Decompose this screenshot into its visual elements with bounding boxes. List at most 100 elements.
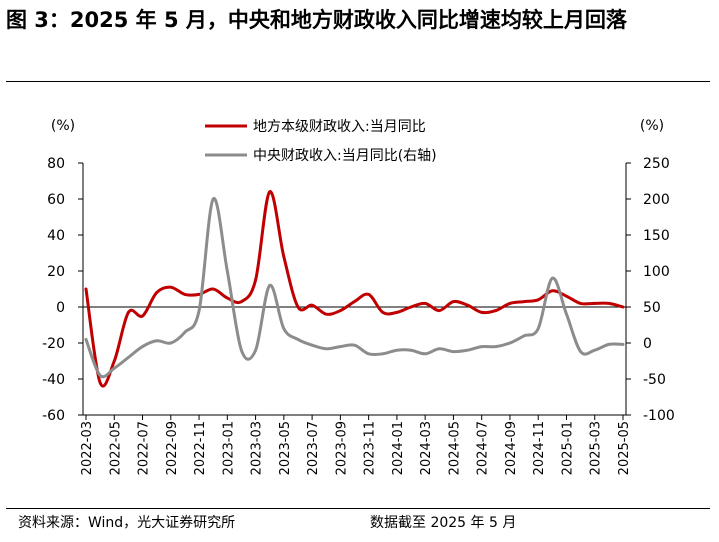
x-tick-label: 2024-07 [476, 421, 491, 475]
central-revenue-point [466, 348, 469, 352]
local-revenue-point [607, 302, 611, 305]
local-revenue-point [141, 314, 144, 318]
local-revenue-point [621, 305, 625, 309]
local-revenue-point [480, 311, 484, 314]
x-tick-label: 2022-05 [108, 421, 123, 475]
x-tick-label: 2025-05 [617, 421, 632, 475]
right-tick-label: 100 [643, 264, 670, 280]
central-revenue-point [310, 343, 314, 347]
central-revenue-point [452, 350, 455, 353]
local-revenue-point [423, 302, 427, 305]
local-revenue-point [254, 278, 257, 282]
central-revenue-point [395, 348, 399, 352]
x-tick-label: 2022-09 [165, 421, 180, 475]
local-revenue-point [155, 291, 158, 294]
left-axis-unit: (%) [51, 118, 75, 134]
left-tick-label: 60 [47, 192, 65, 208]
x-tick-label: 2025-01 [560, 421, 575, 475]
central-revenue-point [282, 327, 286, 330]
central-revenue-point [254, 348, 257, 352]
right-tick-label: -50 [643, 372, 666, 388]
local-revenue-point [579, 302, 582, 305]
local-revenue-point [84, 287, 88, 291]
local-revenue-point [282, 255, 286, 258]
central-revenue-point [536, 327, 540, 330]
central-revenue-point [141, 345, 144, 348]
local-revenue-point [438, 309, 441, 312]
local-revenue-point [452, 300, 455, 303]
central-revenue-point [268, 284, 272, 287]
local-revenue-point [395, 311, 399, 314]
central-revenue-point [522, 334, 526, 338]
x-tick-label: 2022-07 [137, 421, 152, 475]
local-revenue-point [508, 302, 512, 305]
x-tick-label: 2023-03 [250, 421, 265, 475]
local-revenue-point [197, 293, 201, 296]
local-revenue-point [324, 312, 328, 316]
local-revenue-point [536, 298, 540, 302]
local-revenue-point [466, 303, 469, 307]
central-revenue-point [551, 276, 554, 280]
local-revenue-point [268, 190, 272, 194]
left-tick-label: -60 [42, 408, 65, 424]
left-tick-label: 0 [56, 300, 65, 316]
central-revenue-point [621, 343, 625, 346]
central-revenue-point [240, 348, 243, 352]
central-revenue-point [113, 366, 116, 370]
legend-label: 地方本级财政收入:当月同比 [253, 119, 426, 135]
central-revenue-point [353, 343, 356, 347]
central-revenue-line [84, 197, 625, 379]
x-tick-label: 2024-05 [447, 421, 462, 475]
right-tick-label: 200 [643, 192, 670, 208]
central-revenue-point [155, 339, 158, 343]
x-tick-label: 2023-05 [278, 421, 293, 475]
local-revenue-point [98, 381, 102, 384]
x-tick-label: 2024-09 [504, 421, 519, 475]
right-tick-label: 250 [643, 156, 670, 172]
central-revenue-point [211, 197, 215, 201]
local-revenue-point [127, 311, 130, 314]
central-revenue-point [607, 343, 611, 346]
x-tick-label: 2023-01 [221, 421, 236, 475]
central-revenue-point [84, 338, 88, 341]
title-rule [6, 81, 710, 82]
central-revenue-point [367, 352, 370, 356]
local-revenue-point [240, 300, 243, 303]
right-axis-unit: (%) [640, 118, 664, 134]
right-tick-label: 50 [643, 300, 661, 316]
left-tick-label: 80 [47, 156, 65, 172]
figure-title: 图 3：2025 年 5 月，中央和地方财政收入同比增速均较上月回落 [6, 8, 627, 32]
line-chart: (%) (%) 806040200-20-40-6025020015010050… [42, 118, 675, 475]
local-revenue-point [353, 300, 356, 303]
axes: 806040200-20-40-60250200150100500-50-100… [42, 156, 675, 475]
local-revenue-point [522, 300, 526, 303]
x-tick-label: 2024-01 [391, 421, 406, 475]
left-tick-label: 40 [47, 228, 65, 244]
central-revenue-point [339, 345, 342, 348]
x-tick-label: 2025-03 [589, 421, 604, 475]
central-revenue-point [508, 341, 512, 345]
local-revenue-point [409, 305, 413, 309]
local-revenue-point [565, 294, 568, 298]
local-revenue-point [551, 289, 554, 293]
local-revenue-point [183, 293, 187, 296]
x-tick-label: 2022-11 [193, 421, 208, 475]
series-layer [84, 190, 625, 388]
local-revenue-point [169, 285, 173, 289]
left-tick-label: 20 [47, 264, 65, 280]
x-tick-label: 2023-11 [363, 421, 378, 475]
central-revenue-point [565, 312, 568, 316]
central-revenue-point [169, 341, 173, 345]
date-note: 数据截至 2025 年 5 月 [370, 515, 517, 531]
right-tick-label: 150 [643, 228, 670, 244]
central-revenue-point [409, 348, 413, 352]
central-revenue-point [423, 352, 427, 356]
legend-label: 中央财政收入:当月同比(右轴) [253, 148, 437, 164]
local-revenue-point [211, 287, 215, 291]
local-revenue-point [339, 309, 342, 312]
source-note: 资料来源：Wind，光大证券研究所 [18, 515, 236, 531]
central-revenue-point [480, 345, 484, 348]
right-tick-label: 0 [643, 336, 652, 352]
local-revenue-line [84, 190, 625, 388]
local-revenue-point [310, 303, 314, 307]
